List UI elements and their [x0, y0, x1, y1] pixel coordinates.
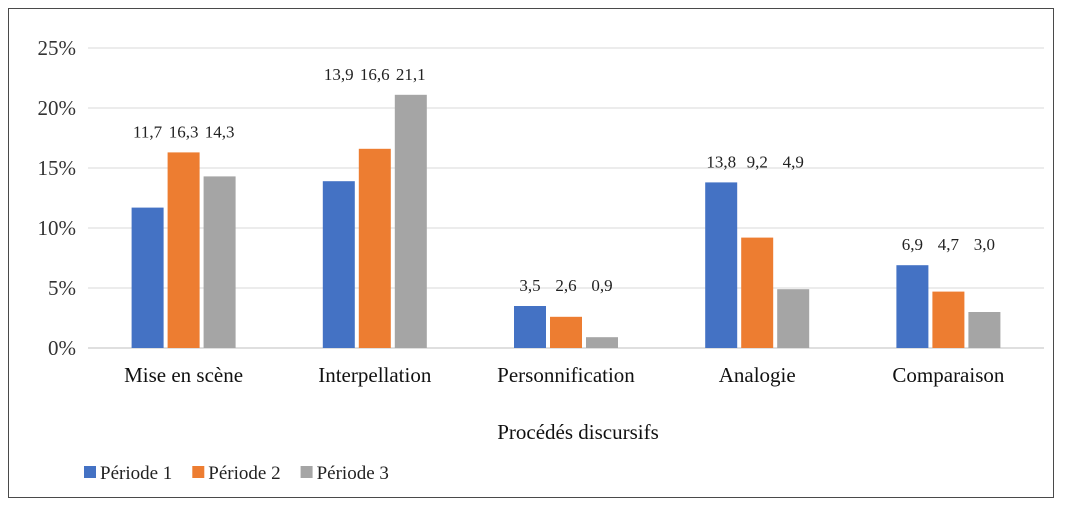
bar	[322, 181, 355, 348]
legend-label: Période 2	[208, 463, 280, 484]
data-label: 14,3	[205, 122, 235, 141]
legend-label: Période 3	[317, 463, 389, 484]
bar	[394, 94, 427, 348]
bar	[203, 176, 236, 348]
y-tick-label: 25%	[38, 36, 77, 60]
legend-swatch	[84, 466, 96, 478]
x-tick-label: Personnification	[497, 363, 635, 387]
data-label: 6,9	[902, 235, 923, 254]
data-label: 3,5	[519, 276, 540, 295]
x-tick-label: Comparaison	[892, 363, 1004, 387]
y-tick-label: 0%	[48, 336, 76, 360]
y-tick-label: 20%	[38, 96, 77, 120]
legend-swatch	[300, 466, 313, 478]
data-label: 9,2	[747, 152, 768, 171]
x-tick-label: Interpellation	[318, 363, 432, 387]
bar	[131, 207, 164, 348]
data-label: 4,9	[783, 152, 804, 171]
data-label: 16,3	[169, 122, 199, 141]
x-tick-label: Analogie	[719, 363, 796, 387]
bar	[968, 312, 1001, 348]
x-tick-label: Mise en scène	[124, 363, 243, 387]
data-label: 21,1	[396, 65, 426, 84]
x-axis-title: Procédés discursifs	[497, 420, 659, 444]
bar	[896, 265, 929, 348]
bar	[705, 182, 738, 348]
bar	[167, 152, 200, 348]
data-label: 3,0	[974, 235, 995, 254]
bar	[777, 289, 810, 348]
bar	[550, 316, 582, 348]
y-tick-label: 5%	[48, 276, 76, 300]
bar	[741, 237, 774, 348]
data-label: 2,6	[555, 276, 576, 295]
y-tick-label: 15%	[38, 156, 77, 180]
data-label: 13,9	[324, 65, 354, 84]
data-label: 16,6	[360, 65, 390, 84]
legend-swatch	[192, 466, 205, 478]
data-label: 13,8	[706, 152, 736, 171]
bar	[514, 306, 546, 348]
data-label: 11,7	[133, 122, 163, 141]
bar	[358, 148, 391, 348]
data-label: 4,7	[938, 235, 960, 254]
data-label: 0,9	[591, 276, 612, 295]
bar	[586, 337, 618, 348]
y-tick-label: 10%	[38, 216, 77, 240]
legend-label: Période 1	[100, 463, 172, 484]
bar	[932, 291, 965, 348]
